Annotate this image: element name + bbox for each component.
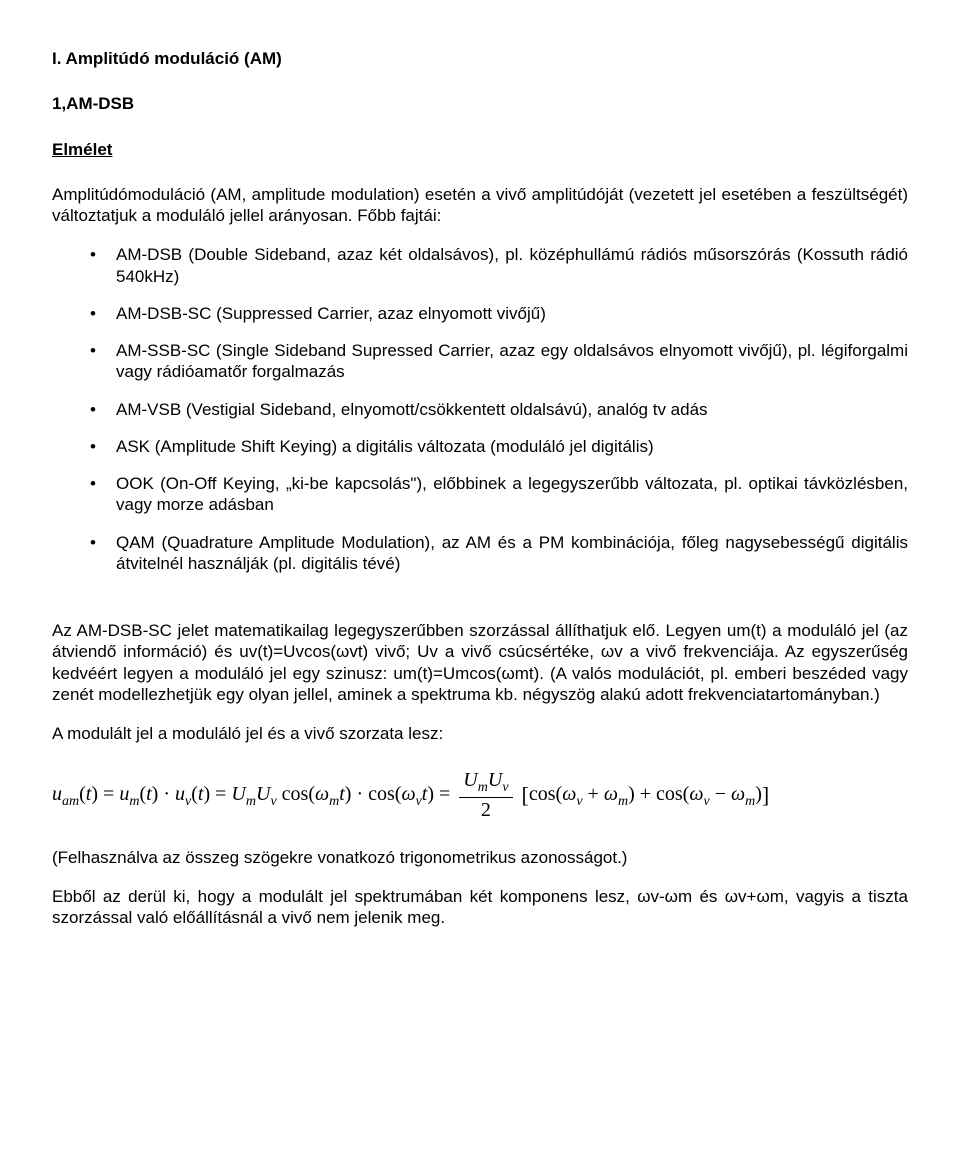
list-item: AM-SSB-SC (Single Sideband Supressed Car…	[52, 340, 908, 383]
list-item: QAM (Quadrature Amplitude Modulation), a…	[52, 532, 908, 575]
list-item: AM-VSB (Vestigial Sideband, elnyomott/cs…	[52, 399, 908, 420]
list-item: ASK (Amplitude Shift Keying) a digitális…	[52, 436, 908, 457]
heading-sub: 1,AM-DSB	[52, 93, 908, 114]
heading-section: Elmélet	[52, 139, 908, 160]
list-item: OOK (On-Off Keying, „ki-be kapcsolás"), …	[52, 473, 908, 516]
conclusion-paragraph: Ebből az derül ki, hogy a modulált jel s…	[52, 886, 908, 929]
list-item: AM-DSB-SC (Suppressed Carrier, azaz elny…	[52, 303, 908, 324]
formula: uam(t) = um(t) · uv(t) = UmUv cos(ωmt) ·…	[52, 768, 908, 823]
intro-paragraph: Amplitúdómoduláció (AM, amplitude modula…	[52, 184, 908, 227]
identity-note-paragraph: (Felhasználva az összeg szögekre vonatko…	[52, 847, 908, 868]
bullet-list: AM-DSB (Double Sideband, azaz két oldals…	[52, 244, 908, 574]
heading-main: I. Amplitúdó moduláció (AM)	[52, 48, 908, 69]
formula-lead-paragraph: A modulált jel a moduláló jel és a vivő …	[52, 723, 908, 744]
math-intro-paragraph: Az AM-DSB-SC jelet matematikailag legegy…	[52, 620, 908, 705]
list-item: AM-DSB (Double Sideband, azaz két oldals…	[52, 244, 908, 287]
